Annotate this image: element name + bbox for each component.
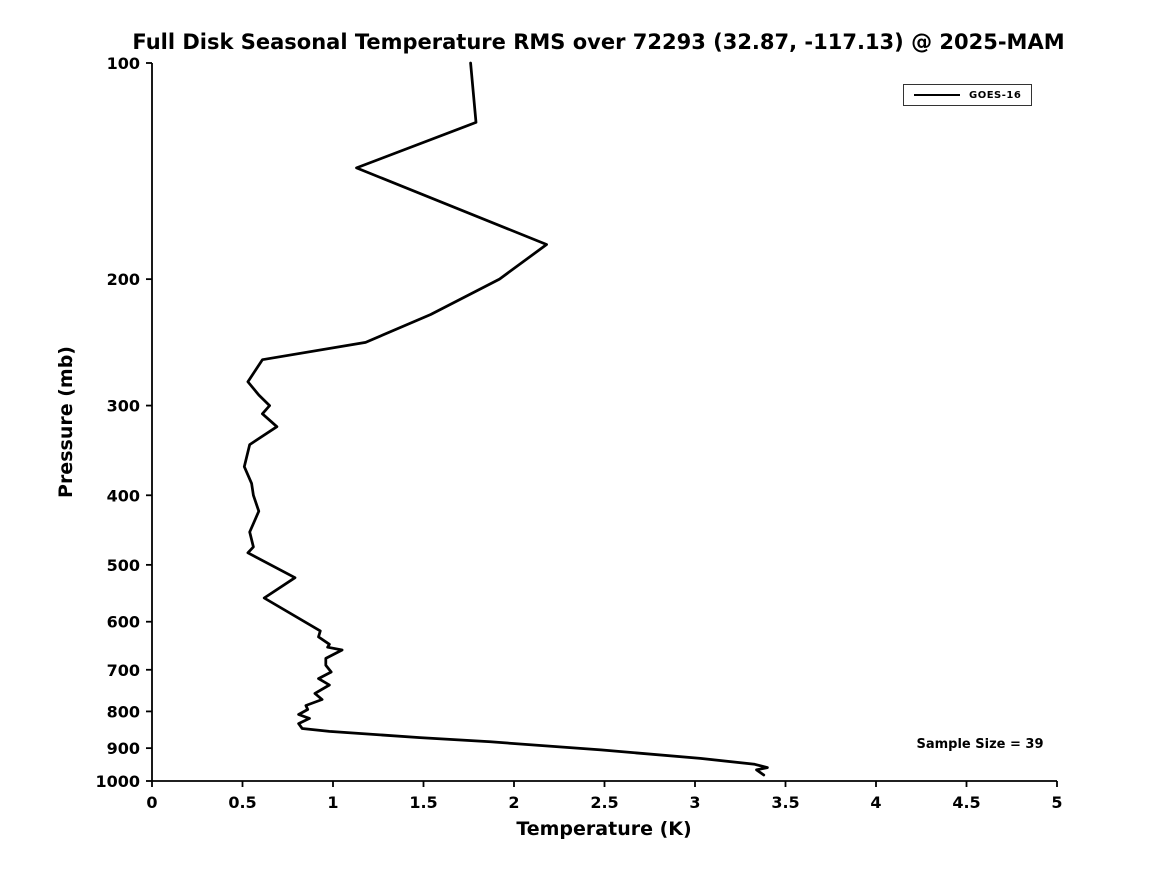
x-tick-label: 4 (870, 793, 881, 812)
x-axis-label: Temperature (K) (516, 818, 692, 840)
x-tick-label: 4.5 (952, 793, 980, 812)
x-tick-label: 2.5 (590, 793, 618, 812)
chart-title: Full Disk Seasonal Temperature RMS over … (132, 30, 1065, 54)
y-tick-label: 200 (107, 270, 140, 289)
y-tick-label: 300 (107, 397, 140, 416)
x-tick-label: 0 (146, 793, 157, 812)
legend-label: GOES-16 (969, 89, 1022, 101)
legend: GOES-16 (903, 84, 1033, 106)
x-tick-label: 2 (508, 793, 519, 812)
x-tick-label: 5 (1051, 793, 1062, 812)
x-tick-label: 3.5 (771, 793, 799, 812)
x-tick-label: 3 (689, 793, 700, 812)
y-tick-label: 900 (107, 739, 140, 758)
x-tick-label: 1.5 (409, 793, 437, 812)
y-tick-label: 500 (107, 556, 140, 575)
y-tick-label: 700 (107, 661, 140, 680)
y-tick-label: 800 (107, 702, 140, 721)
data-line-goes16 (242, 61, 769, 777)
legend-line-sample (914, 94, 960, 96)
y-tick-label: 400 (107, 486, 140, 505)
sample-size-annotation: Sample Size = 39 (916, 737, 1044, 752)
x-tick-label: 0.5 (228, 793, 256, 812)
y-tick-label: 1000 (95, 772, 140, 791)
y-tick-label: 600 (107, 613, 140, 632)
y-tick-label: 100 (107, 54, 140, 73)
x-tick-label: 1 (327, 793, 338, 812)
